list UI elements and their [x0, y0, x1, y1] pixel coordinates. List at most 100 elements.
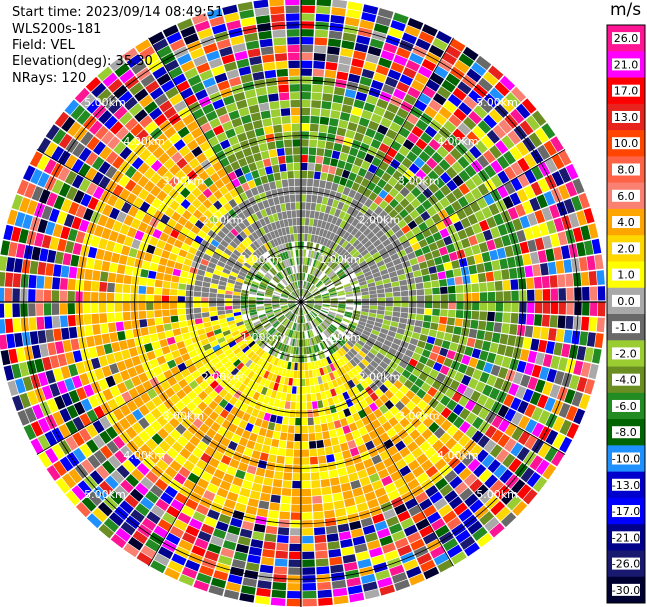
range-gate [407, 132, 419, 144]
range-gate [293, 162, 301, 171]
range-gate [346, 233, 354, 243]
range-gate [156, 178, 168, 190]
range-gate [376, 284, 384, 290]
range-gate [387, 330, 396, 338]
range-gate [425, 79, 440, 92]
range-gate [178, 283, 187, 290]
range-gate [234, 426, 245, 437]
range-gate [71, 158, 85, 174]
range-gate [233, 288, 242, 293]
range-gate [486, 281, 495, 292]
range-gate [352, 239, 361, 248]
range-gate [248, 304, 256, 308]
range-gate [549, 204, 561, 219]
range-gate [98, 161, 111, 175]
range-gate [185, 302, 193, 309]
range-gate [185, 498, 199, 511]
range-gate [398, 145, 410, 157]
range-gate [296, 323, 299, 331]
range-gate [403, 453, 416, 465]
range-gate [75, 204, 87, 219]
range-gate [228, 198, 238, 209]
range-gate [403, 266, 413, 274]
range-gate [345, 291, 353, 295]
range-gate [337, 410, 346, 420]
range-gate [298, 257, 301, 265]
range-gate [310, 258, 315, 267]
range-gate [437, 86, 452, 100]
range-gate [3, 224, 14, 241]
range-gate [259, 236, 267, 245]
range-gate [268, 381, 275, 390]
range-gate [517, 430, 531, 446]
range-gate [49, 382, 61, 397]
range-gate [464, 191, 476, 204]
range-gate [45, 447, 59, 464]
range-gate [288, 377, 293, 386]
range-gate [242, 147, 253, 157]
range-gate [191, 240, 201, 250]
range-gate [264, 469, 275, 479]
range-gate [423, 566, 440, 580]
range-gate [285, 393, 292, 402]
range-gate [130, 218, 141, 230]
range-gate [432, 231, 443, 242]
range-gate [242, 377, 251, 386]
range-gate [301, 307, 304, 316]
range-gate [193, 55, 208, 67]
colorbar-label-background [612, 216, 640, 229]
range-gate [409, 337, 419, 346]
range-gate [285, 242, 290, 251]
range-gate [274, 366, 280, 375]
range-gate [342, 425, 351, 435]
range-gate [219, 340, 228, 348]
range-gate [99, 313, 108, 324]
range-gate [588, 317, 598, 332]
range-gate [407, 459, 420, 471]
range-gate [332, 320, 340, 327]
range-gate [346, 302, 354, 305]
range-gate [281, 307, 289, 311]
range-gate [450, 551, 467, 565]
range-gate [372, 251, 381, 260]
range-gate [261, 319, 269, 325]
range-gate [401, 302, 409, 308]
range-gate [341, 104, 353, 114]
range-gate [98, 523, 115, 539]
range-gate [293, 233, 298, 242]
range-gate [156, 459, 169, 472]
range-gate [301, 186, 307, 194]
range-gate [443, 357, 453, 368]
range-gate [503, 394, 515, 407]
range-gate [252, 71, 265, 81]
range-gate [363, 61, 377, 72]
range-gate [294, 281, 298, 289]
range-gate [263, 437, 272, 446]
range-gate [118, 90, 133, 105]
range-gate [70, 338, 80, 351]
range-gate [527, 302, 535, 314]
range-gate [353, 292, 362, 297]
range-gate [338, 303, 346, 307]
range-gate [234, 284, 242, 290]
range-gate [244, 236, 253, 245]
range-gate [321, 332, 328, 340]
range-gate [251, 280, 260, 286]
range-gate [252, 333, 260, 341]
range-gate [386, 103, 399, 114]
range-gate [95, 248, 105, 260]
range-gate [302, 512, 313, 520]
range-gate [439, 286, 448, 294]
range-gate [116, 233, 127, 245]
range-gate [79, 443, 93, 458]
range-gate [115, 527, 131, 542]
range-gate [242, 218, 251, 228]
range-gate [393, 54, 408, 66]
range-gate [475, 55, 492, 71]
range-gate [238, 437, 249, 447]
range-gate [360, 249, 369, 257]
range-gate [265, 388, 273, 397]
range-gate [180, 326, 189, 334]
range-gate [290, 92, 300, 100]
range-gate [360, 237, 369, 246]
